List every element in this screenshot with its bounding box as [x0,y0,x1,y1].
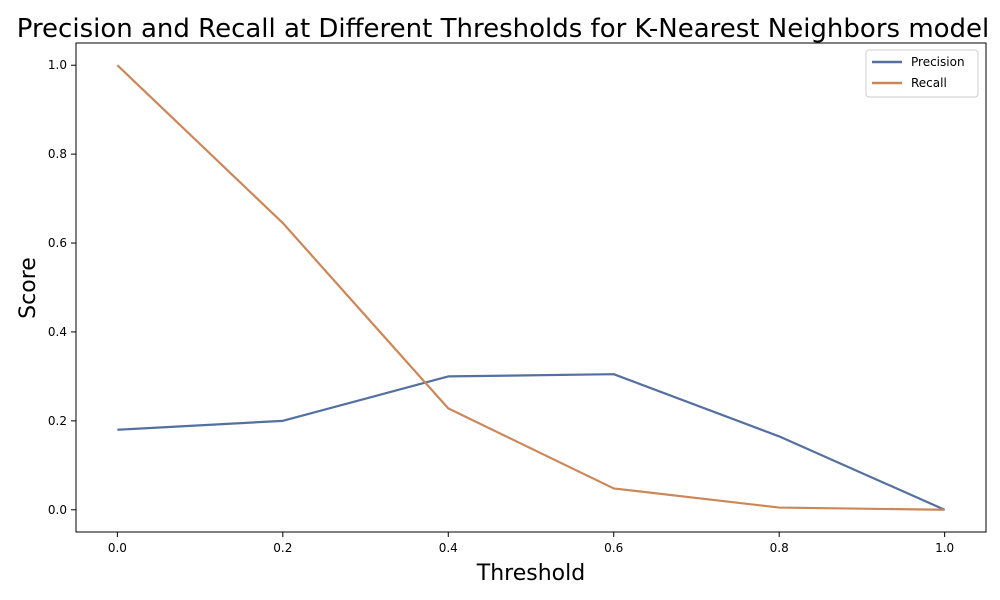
y-tick-label: 0.8 [48,147,67,161]
series-line-precision [117,373,946,511]
y-tick-label: 1.0 [48,58,67,72]
legend-label-precision: Precision [911,55,965,69]
y-tick-label: 0.2 [48,414,67,428]
y-tick-label: 0.6 [48,236,67,250]
x-axis-label: Threshold [476,561,585,586]
series-line-recall [116,64,945,511]
chart-title: Precision and Recall at Different Thresh… [17,14,990,44]
x-axis-ticks: 0.0 0.2 0.4 0.6 0.8 1.0 [108,532,954,555]
legend-label-recall: Recall [911,76,947,90]
x-tick-label: 0.4 [439,541,458,555]
legend: Precision Recall [865,49,979,98]
y-tick-label: 0.0 [48,503,67,517]
x-tick-label: 0.8 [770,541,789,555]
x-tick-label: 0.2 [273,541,292,555]
series-lines [116,64,946,511]
x-tick-label: 0.6 [604,541,623,555]
y-axis-ticks: 0.0 0.2 0.4 0.6 0.8 1.0 [48,58,76,517]
plot-frame [75,42,987,533]
y-axis-label: Score [16,257,41,319]
x-tick-label: 1.0 [935,541,954,555]
y-tick-label: 0.4 [48,325,67,339]
x-tick-label: 0.0 [108,541,127,555]
